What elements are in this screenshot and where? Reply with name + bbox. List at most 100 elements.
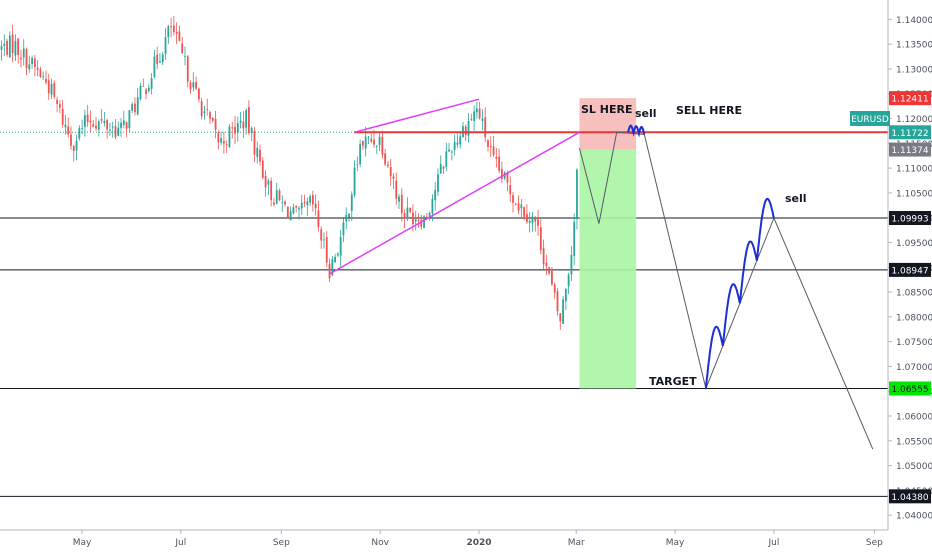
candle-body: [275, 190, 278, 204]
candle-body: [478, 108, 481, 119]
candle-body: [217, 132, 220, 143]
x-tick-label-2: Sep: [273, 538, 290, 548]
candle-body: [442, 166, 445, 169]
candle-body: [225, 144, 228, 145]
candle-body: [214, 118, 217, 130]
price-label-box-0: [889, 91, 931, 106]
wedge-lower-line: [329, 131, 580, 275]
price-label-text-2: 1.11374: [891, 146, 928, 156]
candle-body: [95, 125, 97, 129]
candle-body: [514, 203, 517, 205]
candle-body: [423, 216, 425, 228]
candle-body: [498, 156, 501, 171]
x-tick-label-4: 2020: [466, 538, 491, 548]
candle-body: [147, 87, 150, 91]
target-zone: [579, 149, 637, 389]
candle-body: [111, 126, 114, 128]
x-tick-label-1: Jul: [174, 538, 186, 548]
candle-body: [278, 190, 281, 201]
candle-body: [228, 126, 231, 147]
candle-body: [542, 248, 545, 265]
candle-body: [367, 136, 370, 138]
candle-body: [350, 194, 353, 211]
candle-body: [517, 203, 520, 211]
candle-body: [323, 239, 325, 241]
candle-body: [106, 119, 109, 130]
candle-body: [6, 40, 8, 55]
y-tick-label-1: 1.13500: [896, 41, 932, 51]
candles: [0, 15, 578, 330]
candle-body: [403, 213, 406, 219]
candle-body: [501, 168, 503, 180]
candle-body: [437, 174, 439, 192]
candle-body: [356, 164, 359, 166]
y-tick-label-0: 1.14000: [896, 16, 932, 26]
candle-body: [178, 31, 181, 42]
wedge-upper-line: [354, 98, 480, 134]
candle-body: [311, 194, 314, 205]
candle-body: [75, 141, 78, 151]
symbol-tag: EURUSD: [850, 111, 890, 126]
candle-body: [389, 166, 392, 177]
candle-body: [298, 208, 300, 210]
candle-body: [537, 219, 539, 226]
candle-body: [314, 203, 317, 209]
candle-body: [300, 203, 303, 209]
candle-body: [150, 78, 153, 89]
candle-body: [475, 108, 478, 113]
sell-label-top: sell: [635, 107, 657, 120]
y-tick-label-9: 1.09500: [896, 239, 932, 249]
horizontal-levels: [0, 131, 888, 497]
y-tick-label-20: 1.04000: [896, 512, 932, 522]
price-label-box-3: [889, 211, 931, 226]
candle-body: [86, 114, 89, 122]
candle-body: [92, 124, 95, 127]
price-label-box-1: [889, 125, 931, 140]
candle-body: [109, 129, 111, 131]
sell-here-label: SELL HERE: [676, 104, 742, 117]
sl-here-label: SL HERE: [581, 103, 632, 116]
candle-body: [245, 110, 248, 128]
y-tick-label-12: 1.08000: [896, 313, 932, 323]
candle-body: [467, 120, 470, 136]
candle-body: [267, 180, 270, 185]
candle-body: [167, 26, 170, 38]
candle-body: [192, 82, 195, 88]
x-tick-label-8: Sep: [866, 538, 883, 548]
candle-body: [317, 210, 320, 228]
candle-body: [378, 136, 381, 145]
candle-body: [412, 212, 414, 225]
candle-body: [417, 220, 420, 221]
candle-body: [375, 145, 378, 147]
candle-body: [231, 127, 234, 129]
candle-body: [548, 267, 551, 274]
candle-body: [492, 146, 495, 155]
candle-body: [45, 78, 47, 83]
candle-body: [434, 189, 437, 201]
candle-body: [342, 222, 345, 236]
candle-body: [17, 38, 20, 55]
candle-body: [184, 55, 186, 57]
candle-body: [328, 264, 331, 279]
candle-body: [139, 85, 142, 100]
y-tick-label-11: 1.08500: [896, 289, 932, 299]
candle-body: [573, 221, 576, 256]
sell-label-right: sell: [785, 192, 807, 205]
candle-body: [125, 122, 128, 129]
candle-body: [28, 64, 31, 70]
candle-body: [512, 195, 514, 203]
candle-body: [303, 202, 306, 204]
y-tick-label-4: 1.12000: [896, 115, 932, 125]
candle-body: [295, 205, 298, 208]
candle-body: [131, 104, 134, 111]
price-label-text-6: 1.04380: [891, 493, 928, 503]
candle-body: [495, 156, 498, 159]
candle-body: [50, 83, 53, 95]
price-label-text-5: 1.06555: [891, 385, 928, 395]
candle-body: [395, 180, 398, 199]
candle-body: [22, 48, 25, 58]
candle-body: [78, 128, 81, 139]
candle-body: [398, 196, 400, 202]
candle-body: [200, 101, 203, 117]
